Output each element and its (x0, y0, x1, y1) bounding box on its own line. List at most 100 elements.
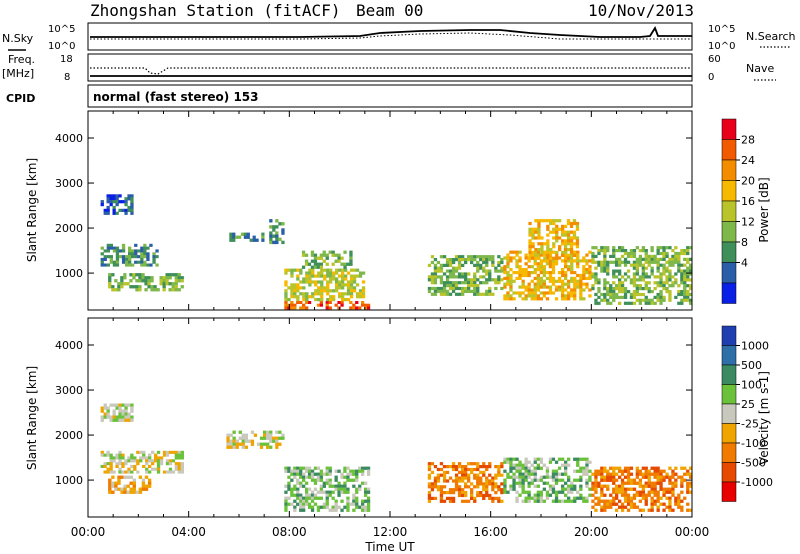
power-cell (536, 294, 540, 298)
vel-cell (618, 466, 622, 470)
power-cell (558, 227, 562, 231)
power-cell (108, 279, 112, 283)
vel-cell (542, 487, 546, 491)
power-cell (552, 227, 556, 231)
power-cell (576, 259, 580, 263)
power-cell (461, 286, 465, 291)
vel-cell (597, 484, 601, 488)
power-cell (524, 273, 528, 278)
power-cell (467, 289, 471, 293)
vel-cell (603, 469, 607, 473)
power-cell (341, 286, 345, 290)
power-cell (683, 263, 687, 267)
vel-cell (464, 473, 468, 477)
power-cell (100, 252, 104, 256)
power-cell (143, 249, 147, 253)
vel-cell (671, 484, 675, 488)
power-cell (296, 274, 300, 278)
vel-cell (427, 467, 432, 472)
vel-cell (674, 502, 678, 506)
vel-cell (551, 490, 556, 494)
power-cell (653, 301, 657, 305)
vel-cell (545, 472, 550, 476)
vel-cell (361, 502, 365, 506)
power-cell (120, 282, 124, 286)
power-cell (124, 197, 128, 201)
power-cell (246, 232, 250, 236)
power-cell (302, 295, 306, 299)
vel-cell (305, 499, 309, 503)
power-cell (165, 276, 169, 280)
vel-cell (439, 493, 444, 498)
power-cell (641, 266, 645, 270)
vel-cell (512, 484, 516, 488)
vel-cell (293, 469, 297, 473)
power-cell (644, 281, 648, 285)
vel-cell (100, 406, 104, 410)
beam-label: Beam 00 (356, 1, 423, 20)
vel-cell (111, 481, 115, 485)
power-cell (680, 269, 684, 273)
vel-cell (328, 478, 332, 482)
power-cell (546, 227, 550, 231)
power-cell (147, 285, 151, 289)
vel-cell (352, 502, 356, 506)
vel-cell (494, 485, 498, 489)
vel-cell (530, 496, 534, 500)
vel-cell (115, 464, 119, 468)
power-cell (331, 262, 335, 266)
vel-cell (644, 493, 648, 497)
velocity-ylabel: Slant Range [km] (25, 366, 39, 470)
power-cell (290, 295, 294, 299)
vel-colorbar-tick-label: 25 (741, 398, 755, 411)
vel-cell (124, 403, 128, 407)
power-cell (564, 276, 568, 280)
power-cell (366, 306, 371, 310)
power-cell (341, 274, 345, 278)
power-cell (588, 259, 592, 263)
power-cell (479, 258, 483, 262)
vel-cell (290, 469, 294, 473)
vel-cell (109, 459, 113, 463)
power-cell (129, 285, 133, 289)
vel-cell (366, 499, 371, 503)
power-cell (293, 303, 297, 307)
vel-cell (539, 460, 543, 464)
power-cell (528, 233, 532, 237)
power-cell (527, 294, 531, 298)
vel-cell (591, 487, 595, 491)
power-cell (686, 246, 690, 250)
cpid-frame (87, 84, 693, 108)
power-cell (656, 249, 660, 253)
vel-cell (659, 478, 663, 482)
vel-cell (307, 493, 312, 497)
vel-cell (156, 464, 161, 468)
power-cell (320, 286, 324, 290)
power-cell (293, 268, 297, 272)
vel-cell (470, 493, 474, 498)
vel-cell (325, 472, 329, 476)
power-cell (308, 280, 312, 284)
vel-cell (509, 457, 513, 461)
vel-cell (305, 469, 309, 473)
power-cell (662, 263, 666, 267)
power-cell (659, 257, 663, 261)
power-cell (117, 282, 121, 286)
vel-colorbar-swatch (721, 442, 737, 463)
vel-cell (106, 406, 110, 410)
vel-cell (445, 465, 450, 469)
power-cell (632, 254, 637, 258)
power-cell (548, 253, 553, 257)
vel-cell (109, 415, 113, 419)
vel-cell (111, 490, 115, 494)
vel-cell (600, 475, 604, 479)
power-cell (433, 266, 438, 270)
vel-cell (512, 487, 516, 491)
power-cell (112, 194, 116, 198)
power-cell (686, 278, 690, 282)
power-cell (344, 277, 348, 281)
vel-cell (103, 406, 107, 410)
noise-left-top: 10^5 (48, 24, 75, 35)
power-cell (582, 256, 586, 260)
vel-cell (500, 482, 504, 486)
